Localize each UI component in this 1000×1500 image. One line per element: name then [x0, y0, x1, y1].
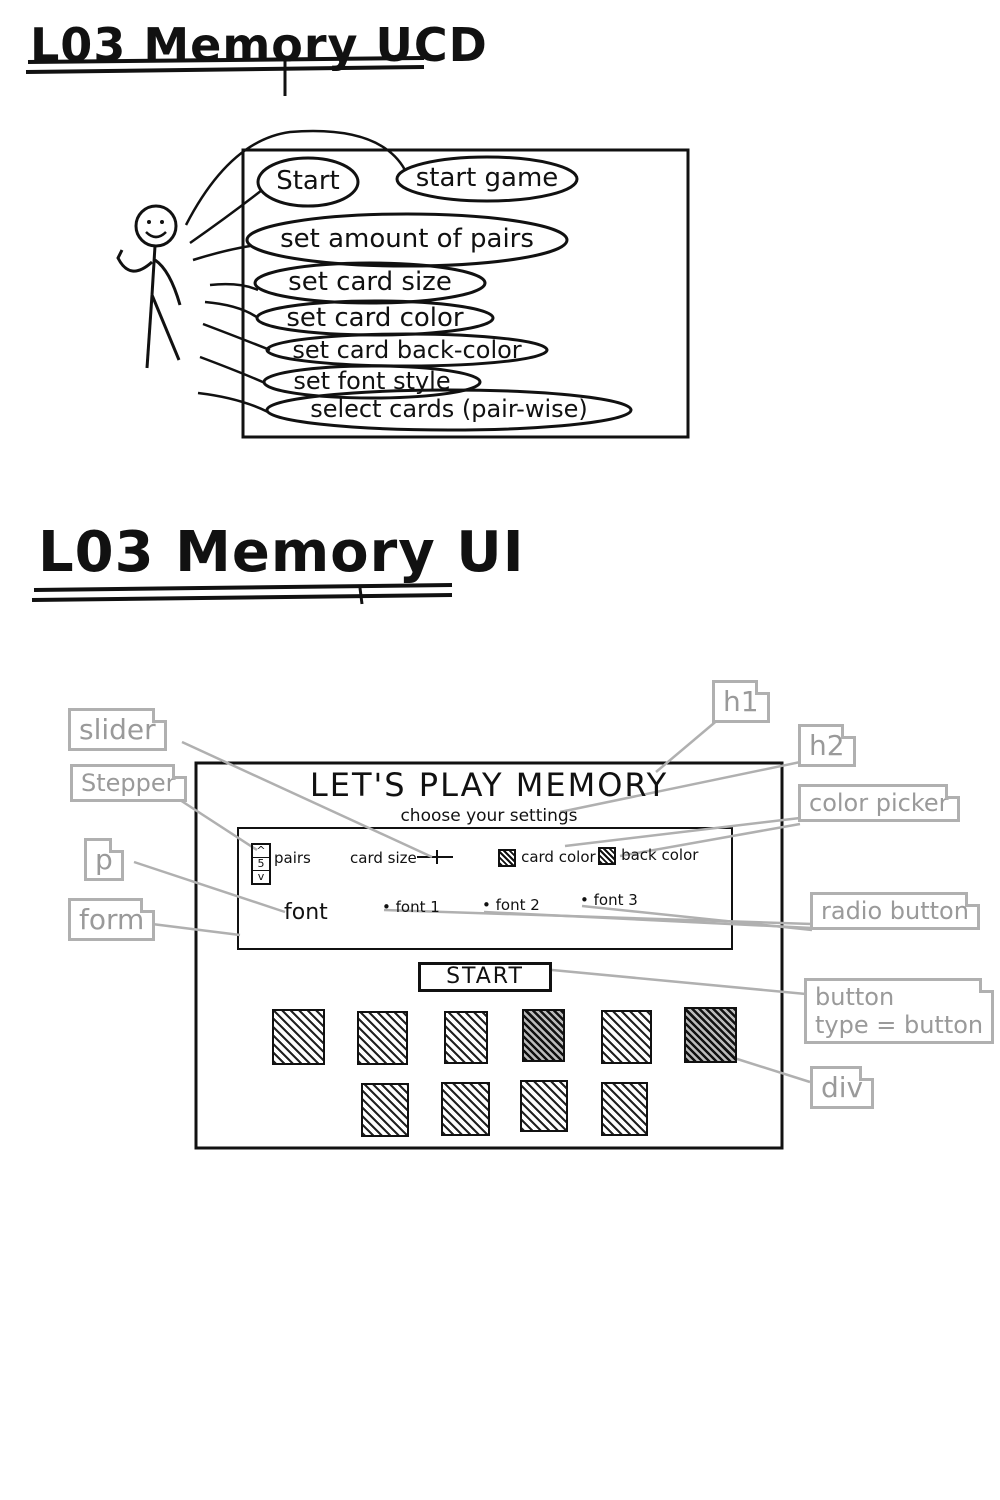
memory-card[interactable] [520, 1080, 568, 1132]
back-color-picker[interactable]: back color [598, 845, 698, 865]
memory-card[interactable] [522, 1009, 565, 1062]
card-size-label: card size [350, 849, 417, 867]
use-case-start: Start [276, 166, 340, 196]
annotation-form: form [68, 898, 156, 941]
use-case-start-game: start game [415, 163, 559, 193]
back-color-label: back color [621, 846, 699, 864]
radio-dot-icon[interactable]: • [482, 896, 491, 914]
stepper-value: 5 [253, 857, 269, 871]
annotation-h1: h1 [712, 680, 770, 723]
font-label: font [284, 900, 328, 925]
card-color-picker[interactable]: card color [498, 847, 596, 867]
mockup-subheading: choose your settings [400, 806, 578, 826]
stepper-down-icon[interactable]: v [257, 870, 265, 883]
use-case-set-card-color: set card color [286, 303, 464, 333]
annotation-h2: h2 [798, 724, 856, 767]
card-size-slider[interactable] [415, 848, 455, 866]
annotation-button: button type = button [804, 978, 995, 1044]
font-radio-1[interactable]: • font 1 [382, 898, 440, 916]
radio-dot-icon[interactable]: • [580, 891, 589, 909]
use-case-set-amount-of-pairs: set amount of pairs [280, 224, 534, 254]
annotation-stepper: Stepper [70, 764, 187, 802]
memory-card[interactable] [444, 1011, 488, 1064]
mockup-heading: LET'S PLAY MEMORY [309, 766, 669, 804]
radio-dot-icon[interactable]: • [382, 898, 391, 916]
use-case-set-font-style: set font style [293, 367, 451, 395]
font-option-1-label: font 1 [395, 898, 440, 916]
start-button[interactable]: START [418, 962, 552, 992]
use-case-select-cards: select cards (pair-wise) [310, 395, 588, 423]
memory-card[interactable] [361, 1083, 409, 1137]
pairs-stepper[interactable]: ^ 5 v [251, 843, 271, 885]
memory-card[interactable] [601, 1082, 648, 1136]
memory-card[interactable] [357, 1011, 408, 1065]
memory-card[interactable] [684, 1007, 737, 1063]
use-case-set-card-size: set card size [288, 267, 452, 297]
memory-card[interactable] [601, 1010, 652, 1064]
font-option-2-label: font 2 [495, 896, 540, 914]
ui-title: L03 Memory UI [38, 520, 525, 585]
annotation-color-picker: color picker [798, 784, 960, 822]
pairs-label: pairs [274, 849, 311, 867]
back-color-swatch-icon[interactable] [598, 846, 616, 865]
font-option-3-label: font 3 [593, 891, 638, 909]
annotation-radio-button: radio button [810, 892, 980, 930]
memory-card[interactable] [272, 1009, 325, 1065]
annotation-div: div [810, 1066, 875, 1109]
use-case-set-card-back-color: set card back-color [292, 336, 522, 364]
card-color-swatch-icon[interactable] [498, 848, 516, 867]
annotation-p: p [84, 838, 124, 881]
annotation-button-line1: button [815, 983, 895, 1011]
annotation-button-line2: type = button [815, 1011, 984, 1039]
memory-card[interactable] [441, 1082, 490, 1136]
annotation-slider: slider [68, 708, 167, 751]
stepper-up-icon[interactable]: ^ [256, 844, 266, 857]
card-color-label: card color [521, 848, 596, 866]
font-radio-2[interactable]: • font 2 [482, 896, 540, 914]
font-radio-3[interactable]: • font 3 [580, 891, 638, 909]
